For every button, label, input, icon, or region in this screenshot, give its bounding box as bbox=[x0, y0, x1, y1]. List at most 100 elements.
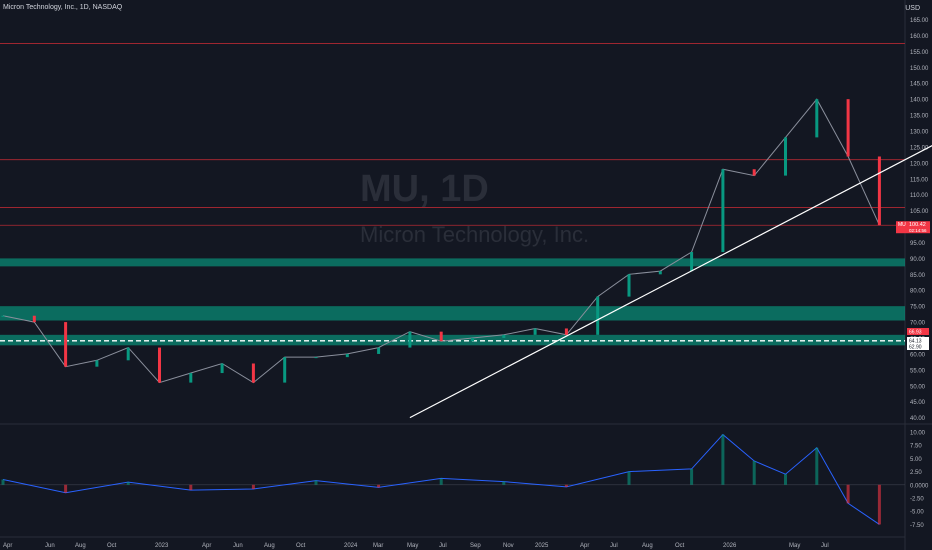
currency-label[interactable]: USD bbox=[905, 5, 920, 12]
time-axis-label: May bbox=[789, 543, 800, 549]
time-axis-label: Jul bbox=[439, 543, 447, 549]
time-axis-label: Aug bbox=[264, 543, 275, 549]
indicator-bar bbox=[877, 484, 881, 525]
indicator-bar bbox=[1, 479, 5, 485]
indicator-axis-label: -5.00 bbox=[910, 510, 924, 516]
price-axis-label: 60.00 bbox=[910, 352, 926, 358]
candle bbox=[1, 315, 5, 317]
time-axis-label: Jul bbox=[821, 543, 829, 549]
indicator-bar bbox=[752, 461, 756, 485]
watermark-symbol: MU, 1D bbox=[360, 168, 489, 210]
current-price-value: 100.42 bbox=[909, 222, 926, 228]
time-axis-label: Sep bbox=[470, 543, 481, 549]
price-axis-label: 150.00 bbox=[910, 66, 929, 72]
time-axis-label: Jun bbox=[45, 543, 55, 549]
price-axis-label: 40.00 bbox=[910, 416, 926, 422]
candle bbox=[251, 363, 255, 383]
candle bbox=[377, 347, 381, 354]
candle bbox=[564, 328, 568, 335]
indicator-bar bbox=[126, 482, 130, 485]
candle bbox=[815, 99, 819, 138]
indicator-bar bbox=[690, 468, 694, 485]
indicator-bar bbox=[64, 484, 68, 493]
candle bbox=[690, 252, 694, 272]
time-axis-label: Mar bbox=[373, 543, 383, 549]
candle bbox=[220, 363, 224, 374]
time-axis-label: Oct bbox=[107, 543, 117, 549]
indicator-axis-label: 7.50 bbox=[910, 444, 922, 450]
price-axis-label: 125.00 bbox=[910, 145, 929, 151]
candle bbox=[126, 347, 130, 361]
level-tag-label: 66.93 bbox=[909, 330, 922, 336]
price-axis-label: 120.00 bbox=[910, 161, 929, 167]
indicator-bar bbox=[564, 484, 568, 487]
time-axis-label: Aug bbox=[75, 543, 86, 549]
indicator-axis-label: 10.00 bbox=[910, 430, 926, 436]
level-tag bbox=[907, 328, 929, 335]
price-axis-label: 95.00 bbox=[910, 241, 926, 247]
watermark-name: Micron Technology, Inc. bbox=[360, 222, 590, 247]
support-zone[interactable] bbox=[0, 258, 905, 267]
price-axis-label: 75.00 bbox=[910, 305, 926, 311]
time-axis-label: 2024 bbox=[344, 543, 358, 549]
price-axis-label: 115.00 bbox=[910, 177, 929, 183]
candle bbox=[721, 169, 725, 253]
indicator-bar bbox=[627, 471, 631, 485]
time-axis-label: Oct bbox=[296, 543, 306, 549]
candle bbox=[846, 99, 850, 157]
candle bbox=[596, 296, 600, 335]
time-axis-label: 2026 bbox=[723, 543, 737, 549]
indicator-axis-label: -7.50 bbox=[910, 523, 924, 529]
price-axis-label: 135.00 bbox=[910, 114, 929, 120]
indicator-line bbox=[2, 433, 880, 525]
time-axis-label: 2025 bbox=[535, 543, 549, 549]
candle bbox=[408, 331, 412, 348]
time-axis-label: Aug bbox=[642, 543, 653, 549]
current-price-symbol: MU bbox=[898, 222, 906, 228]
price-series-line bbox=[2, 98, 880, 384]
time-axis-label: Oct bbox=[675, 543, 685, 549]
indicator-axis-label: 5.00 bbox=[910, 457, 922, 463]
time-axis-label: Apr bbox=[580, 543, 589, 549]
candle bbox=[189, 373, 193, 383]
candle bbox=[439, 331, 443, 342]
price-axis-label: 155.00 bbox=[910, 50, 929, 56]
price-axis-label: 140.00 bbox=[910, 98, 929, 104]
price-axis-label: 160.00 bbox=[910, 34, 929, 40]
level-tag-label: 62.90 bbox=[909, 345, 922, 351]
price-axis-label: 165.00 bbox=[910, 18, 929, 24]
price-axis-label: 110.00 bbox=[910, 193, 929, 199]
indicator-bar bbox=[439, 478, 443, 485]
indicator-bar bbox=[189, 484, 193, 491]
indicator-bar bbox=[721, 434, 725, 485]
price-axis-label: 70.00 bbox=[910, 321, 926, 327]
price-axis-label: 80.00 bbox=[910, 289, 926, 295]
price-axis-label: 50.00 bbox=[910, 384, 926, 390]
candle bbox=[95, 360, 99, 367]
candle bbox=[752, 169, 756, 176]
price-axis-label: 85.00 bbox=[910, 273, 926, 279]
indicator-bar bbox=[314, 480, 318, 485]
indicator-axis-label: 0.0000 bbox=[910, 483, 929, 489]
indicator-bar bbox=[784, 474, 787, 485]
time-axis-label: 2023 bbox=[155, 543, 169, 549]
price-axis-label: 90.00 bbox=[910, 257, 926, 263]
candle bbox=[158, 347, 161, 383]
indicator-axis-label: 2.50 bbox=[910, 470, 922, 476]
indicator-bar bbox=[502, 481, 506, 485]
candle bbox=[784, 137, 787, 176]
current-price-tag bbox=[896, 221, 930, 234]
support-zone[interactable] bbox=[0, 306, 905, 321]
symbol-header[interactable]: Micron Technology, Inc., 1D, NASDAQ bbox=[3, 4, 123, 11]
indicator-axis-label: -2.50 bbox=[910, 497, 924, 503]
trendline[interactable] bbox=[409, 10, 932, 419]
candle bbox=[502, 334, 506, 339]
candle bbox=[533, 328, 537, 335]
price-axis-label: 55.00 bbox=[910, 368, 926, 374]
candle bbox=[314, 357, 318, 359]
indicator-bar bbox=[815, 447, 819, 485]
time-axis-label: Nov bbox=[503, 543, 514, 549]
price-axis-label: 130.00 bbox=[910, 130, 929, 136]
